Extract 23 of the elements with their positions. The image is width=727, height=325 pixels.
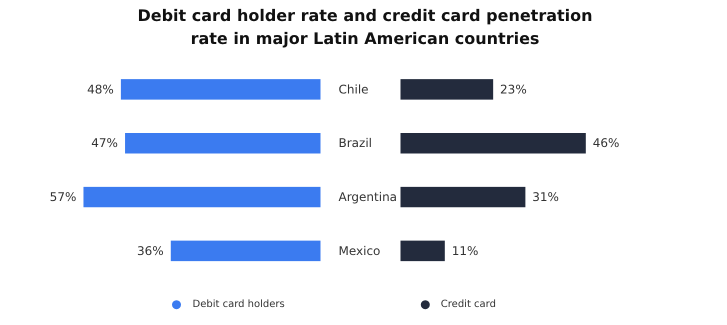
bar [400,240,445,262]
y-tick-label: Argentina [338,190,398,204]
data-label: 36% [137,244,164,258]
data-label: 23% [500,82,527,96]
legend-label: Credit card [440,299,496,310]
data-label: 57% [50,190,76,204]
y-tick-label: Chile [338,82,369,96]
bar [125,133,320,154]
text: Debit card holder rate and credit card penetration rate in major Latin American countries [137,5,593,50]
data-label: 47% [91,136,118,150]
bar [400,79,494,100]
bar [170,240,320,262]
y-tick-label: Brazil [338,136,372,150]
data-label: 11% [452,244,478,258]
data-label: 48% [87,82,114,96]
bar [400,133,586,154]
bar [83,186,320,208]
data-label: 31% [532,190,559,204]
y-tick-label: Mexico [338,244,380,258]
bar [120,79,320,100]
legend-label: Debit card holders [192,299,285,310]
bar [400,186,526,208]
data-label: 46% [592,136,620,150]
